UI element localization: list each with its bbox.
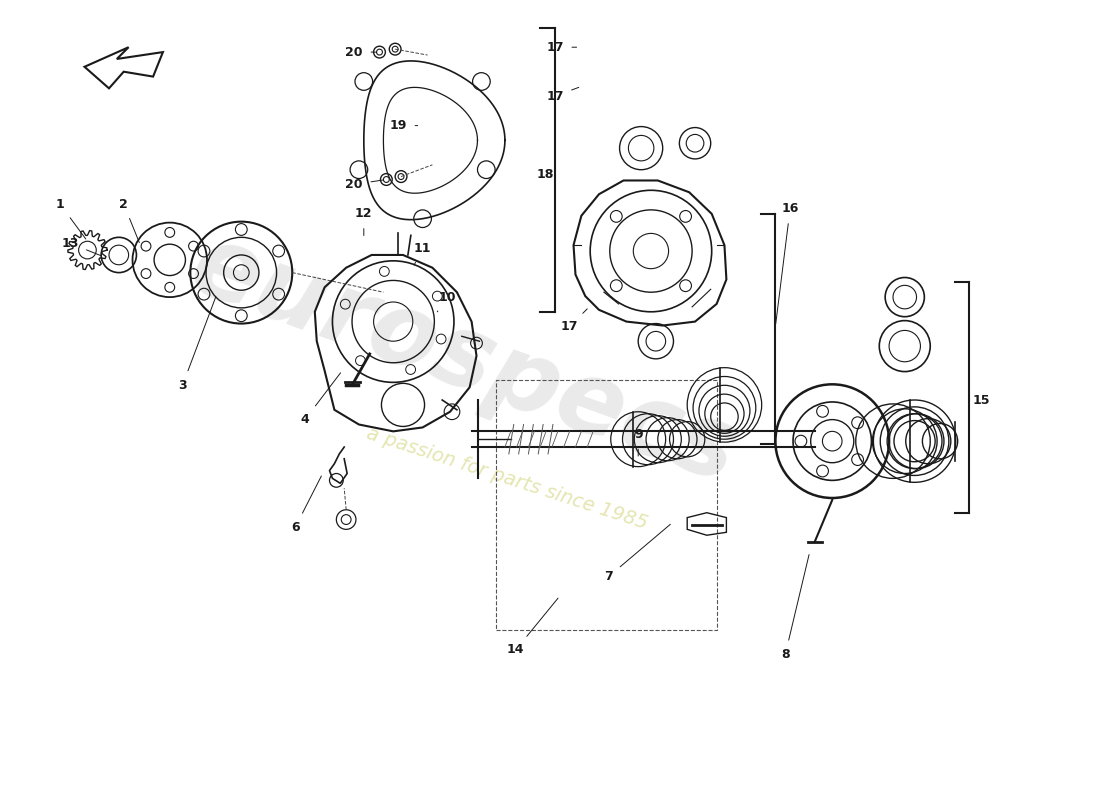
Text: 20: 20 [345, 46, 376, 58]
Text: 20: 20 [345, 178, 384, 191]
Text: 13: 13 [62, 237, 101, 256]
Text: 18: 18 [537, 168, 553, 181]
Text: 9: 9 [634, 428, 642, 456]
Text: a passion for parts since 1985: a passion for parts since 1985 [364, 424, 650, 533]
Text: 1: 1 [56, 198, 86, 239]
Text: 6: 6 [290, 476, 321, 534]
Text: 17: 17 [547, 87, 579, 102]
Text: 4: 4 [300, 373, 341, 426]
Text: 8: 8 [781, 554, 810, 662]
Text: 10: 10 [438, 290, 455, 312]
Text: 19: 19 [389, 119, 418, 132]
Text: eurospecs: eurospecs [177, 217, 750, 505]
Text: 17: 17 [561, 309, 587, 333]
Text: 14: 14 [507, 598, 558, 656]
Text: 17: 17 [547, 41, 576, 54]
Text: 11: 11 [414, 242, 431, 266]
Text: 16: 16 [776, 202, 799, 324]
Text: 7: 7 [604, 524, 670, 583]
Text: 15: 15 [969, 394, 990, 406]
Text: 2: 2 [119, 198, 140, 242]
Text: 3: 3 [178, 297, 216, 392]
Text: 12: 12 [355, 207, 373, 235]
